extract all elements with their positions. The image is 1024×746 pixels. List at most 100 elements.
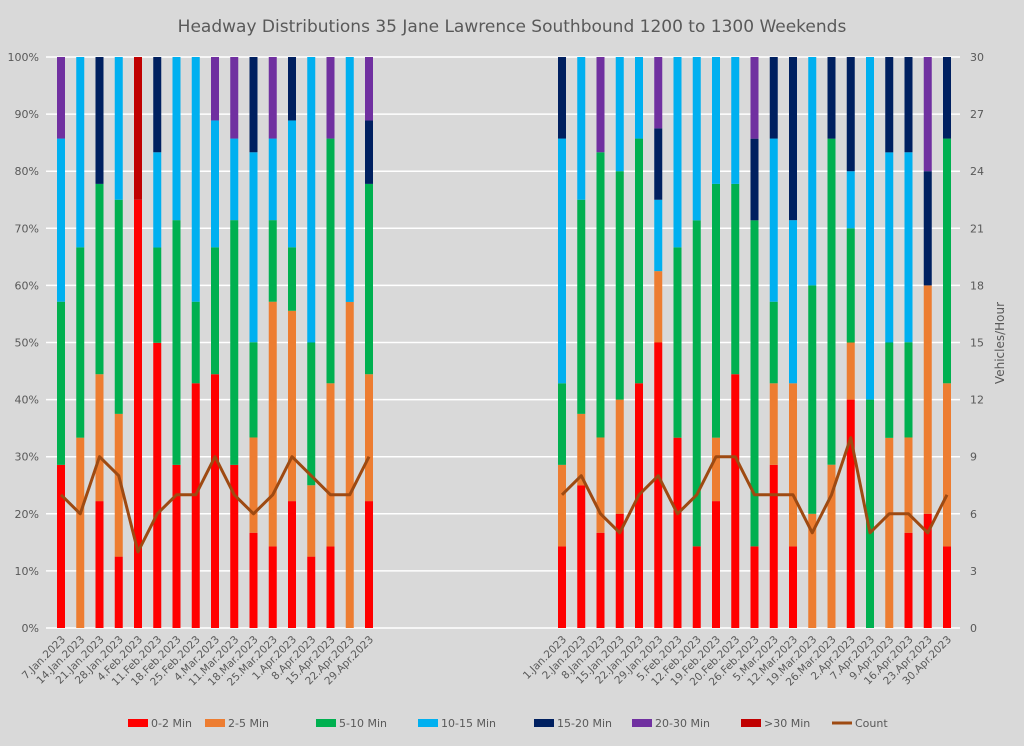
bar-segment-5-10-min <box>76 247 85 438</box>
bar-segment-0-2-min <box>288 501 296 628</box>
bar-segment-10-15-min <box>307 57 316 343</box>
bar-segment-15-20-min <box>558 57 566 139</box>
bar-segment-10-15-min <box>114 57 123 200</box>
bar-segment-10-15-min <box>288 120 296 248</box>
legend-label: 10-15 Min <box>441 717 496 730</box>
bar-segment-10-15-min <box>577 57 586 200</box>
legend-swatch <box>316 719 336 727</box>
bar-segment-10-15-min <box>769 138 778 302</box>
bar-segment-10-15-min <box>635 57 643 139</box>
bar-segment-10-15-min <box>191 57 200 302</box>
bar-segment-0-2-min <box>230 464 239 628</box>
bar-segment-0-2-min <box>172 464 181 628</box>
y-tick-left: 10% <box>15 565 39 578</box>
bar-segment-5-10-min <box>596 152 605 438</box>
bar-segment-2-5-min <box>114 413 123 557</box>
bar-segment-2-5-min <box>615 399 624 514</box>
y-tick-right: 3 <box>970 565 977 578</box>
bar-segment-5-10-min <box>750 220 759 547</box>
bar-segment-2-5-min <box>846 342 855 400</box>
bar-segment-0-2-min <box>307 556 316 628</box>
bar-segment-2-5-min <box>95 374 104 502</box>
bar-segment-20-30-min <box>750 57 759 139</box>
bar-segment-10-15-min <box>153 152 162 248</box>
bar-segment-15-20-min <box>750 138 759 221</box>
bar-segment-10-15-min <box>866 57 874 400</box>
bar-segment-10-15-min <box>904 152 913 343</box>
bar-segment-20-30-min <box>923 57 932 172</box>
bar-segment-10-15-min <box>249 152 258 343</box>
bar-segment-5-10-min <box>577 199 586 414</box>
bar-segment-15-20-min <box>95 57 104 184</box>
bar-segment-2-5-min <box>885 437 894 628</box>
bar-segment-2-5-min <box>596 437 605 533</box>
bar-segment-5-10-min <box>211 247 219 375</box>
bar-segment-10-15-min <box>211 120 219 248</box>
bars <box>57 57 951 628</box>
bar-segment-5-10-min <box>153 247 162 343</box>
bar-segment-0-2-min <box>95 501 104 628</box>
bar-segment-5-10-min <box>673 247 682 438</box>
bar-segment-0-2-min <box>615 513 624 628</box>
bar-segment-15-20-min <box>923 171 932 286</box>
bar-segment-15-20-min <box>904 57 913 153</box>
bar-segment-15-20-min <box>654 128 663 200</box>
bar-segment-0-2-min <box>114 556 123 628</box>
bar-segment-2-5-min <box>577 413 586 486</box>
bar-segment-5-10-min <box>326 138 335 384</box>
y-tick-right: 27 <box>970 108 984 121</box>
bar-segment-10-15-min <box>885 152 894 343</box>
bar-segment-5-10-min <box>114 199 123 414</box>
bar-segment-2-5-min <box>76 437 85 628</box>
bar-segment-10-15-min <box>268 138 277 221</box>
bar-segment-20-30-min <box>596 57 605 153</box>
y-tick-right: 12 <box>970 394 984 407</box>
legend-swatch <box>741 719 761 727</box>
bar-segment-10-15-min <box>846 171 855 229</box>
y-tick-left: 70% <box>15 222 39 235</box>
bar-segment-20-30-min <box>211 57 219 121</box>
bar-segment-2-5-min <box>326 383 335 547</box>
bar-segment-0-2-min <box>789 546 797 628</box>
y-tick-left: 20% <box>15 508 39 521</box>
left-axis-ticks: 0% 10% 20% 30% 40% 50% 60% 70% 80% 90% 100% <box>8 51 39 635</box>
bar-segment-0-2-min <box>654 342 663 628</box>
bar-segment-2-5-min <box>904 437 913 533</box>
bar-segment-15-20-min <box>789 57 797 221</box>
bar-segment-15-20-min <box>885 57 894 153</box>
bar-segment-2-5-min <box>365 374 373 502</box>
bar-segment-5-10-min <box>635 138 643 384</box>
bar-segment-10-15-min <box>789 220 797 384</box>
bar-segment-20-30-min <box>326 57 335 139</box>
y-tick-right: 30 <box>970 51 984 64</box>
bar-segment-0-2-min <box>904 532 913 628</box>
bar-segment-5-10-min <box>885 342 894 438</box>
bar-segment-15-20-min <box>288 57 296 121</box>
bar-segment-5-10-min <box>365 183 373 375</box>
bar-segment-10-15-min <box>673 57 682 248</box>
legend-swatch <box>128 719 148 727</box>
bar-segment-15-20-min <box>249 57 258 153</box>
y-tick-left: 90% <box>15 108 39 121</box>
y-tick-right: 0 <box>970 622 977 635</box>
y-tick-left: 60% <box>15 279 39 292</box>
bar-segment-20-30-min <box>268 57 277 139</box>
legend-swatch <box>534 719 554 727</box>
bar-segment-15-20-min <box>365 120 373 184</box>
bar-segment-2-5-min <box>808 513 817 628</box>
bar-segment-10-15-min <box>654 199 663 272</box>
bar-segment-2-5-min <box>654 271 663 343</box>
bar-segment-5-10-min <box>615 171 624 400</box>
bar-segment-2-5-min <box>249 437 258 533</box>
bar-segment-5-10-min <box>95 183 104 375</box>
bar-segment-5-10-min <box>692 220 701 547</box>
bar-segment-0-2-min <box>153 342 162 628</box>
bar-segment-10-15-min <box>345 57 354 302</box>
bar-segment-20-30-min <box>57 57 65 139</box>
bar-segment-2-5-min <box>943 383 951 547</box>
legend-label: 20-30 Min <box>655 717 710 730</box>
bar-segment-0-2-min <box>191 383 200 628</box>
bar-segment-0-2-min <box>365 501 373 628</box>
bar-segment-0-2-min <box>846 399 855 628</box>
bar-segment-5-10-min <box>249 342 258 438</box>
